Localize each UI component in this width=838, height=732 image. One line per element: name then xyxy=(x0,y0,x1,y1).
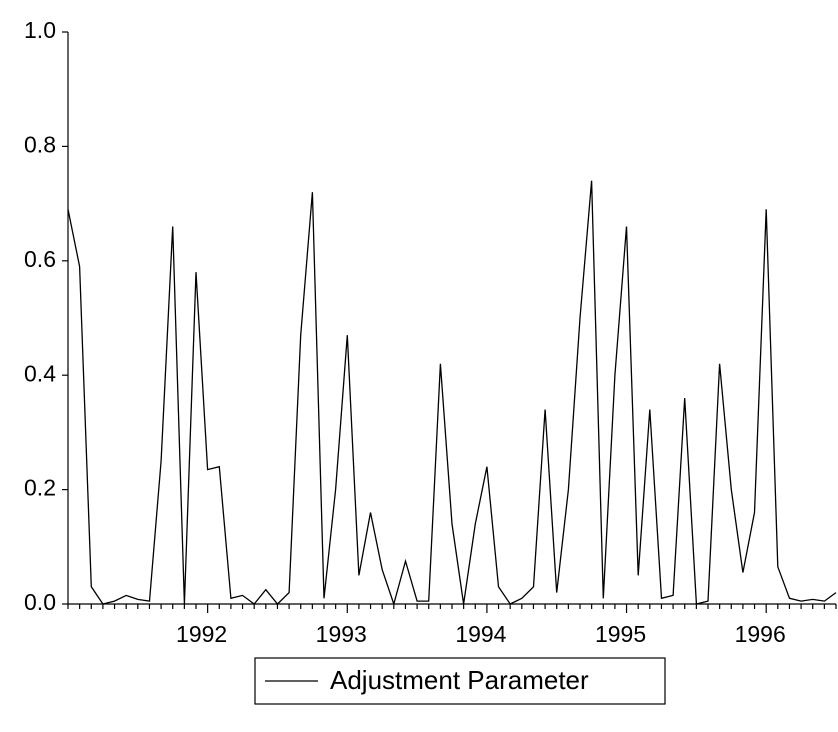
data-line xyxy=(67,180,837,607)
y-tick-label: 0.0 xyxy=(24,589,56,615)
x-tick-label: 1992 xyxy=(176,621,227,647)
y-tick-label: 1.0 xyxy=(24,17,56,43)
legend-box xyxy=(254,657,666,705)
legend-label: Adjustment Parameter xyxy=(330,665,589,695)
y-tick-label: 0.8 xyxy=(24,131,56,157)
y-tick-label: 0.4 xyxy=(24,360,56,386)
x-tick-label: 1993 xyxy=(316,621,367,647)
y-tick-label: 0.6 xyxy=(24,246,56,272)
x-tick-label: 1995 xyxy=(595,621,646,647)
y-tick-label: 0.2 xyxy=(24,475,56,501)
x-tick-label: 1996 xyxy=(735,621,786,647)
x-tick-label: 1994 xyxy=(455,621,506,647)
